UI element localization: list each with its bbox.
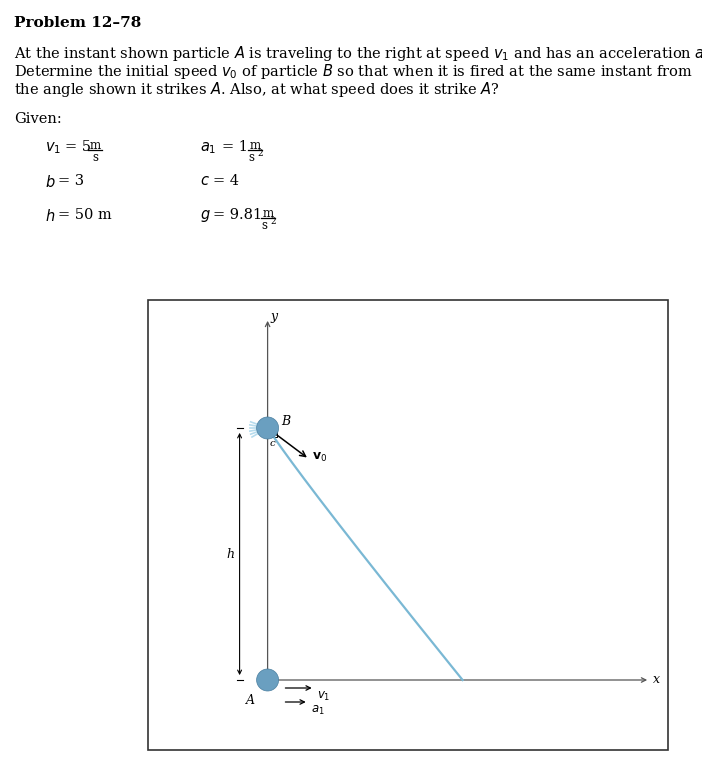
Text: m: m: [89, 139, 100, 152]
Text: Problem 12–78: Problem 12–78: [14, 16, 141, 30]
Text: b: b: [269, 429, 275, 438]
Text: m: m: [263, 207, 274, 220]
Text: x: x: [653, 673, 660, 686]
Text: $v_1$: $v_1$: [45, 140, 61, 155]
Bar: [148, 300, 668, 750]
Circle shape: [257, 669, 279, 691]
Text: s: s: [248, 151, 254, 164]
Text: s: s: [261, 219, 267, 232]
Text: Given:: Given:: [14, 112, 62, 126]
Text: s: s: [92, 151, 98, 164]
Text: 2: 2: [270, 217, 276, 226]
Text: $a_1$: $a_1$: [200, 140, 216, 155]
Text: $\mathbf{v}_0$: $\mathbf{v}_0$: [312, 451, 327, 464]
Text: y: y: [270, 310, 278, 323]
Text: m: m: [249, 139, 260, 152]
Text: = 5: = 5: [65, 140, 91, 154]
Text: the angle shown it strikes $A$. Also, at what speed does it strike $A$?: the angle shown it strikes $A$. Also, at…: [14, 80, 500, 99]
Text: Determine the initial speed $v_0$ of particle $B$ so that when it is fired at th: Determine the initial speed $v_0$ of par…: [14, 62, 693, 81]
Circle shape: [257, 417, 279, 439]
Text: A: A: [246, 694, 255, 707]
Text: = 3: = 3: [58, 174, 84, 188]
Text: $a_1$: $a_1$: [310, 704, 324, 717]
Text: = 9.81: = 9.81: [213, 208, 262, 222]
Text: B: B: [282, 415, 291, 428]
Text: = 4: = 4: [213, 174, 239, 188]
Text: At the instant shown particle $A$ is traveling to the right at speed $v_1$ and h: At the instant shown particle $A$ is tra…: [14, 44, 702, 63]
Text: $b$: $b$: [45, 174, 55, 190]
Text: $h$: $h$: [45, 208, 55, 224]
Text: h: h: [227, 548, 234, 560]
Text: = 50 m: = 50 m: [58, 208, 112, 222]
Text: 2: 2: [257, 149, 263, 158]
Text: $v_1$: $v_1$: [317, 690, 330, 703]
Text: $g$: $g$: [200, 208, 211, 224]
Text: = 1: = 1: [222, 140, 248, 154]
Text: c: c: [270, 439, 275, 448]
Text: $c$: $c$: [200, 174, 210, 188]
